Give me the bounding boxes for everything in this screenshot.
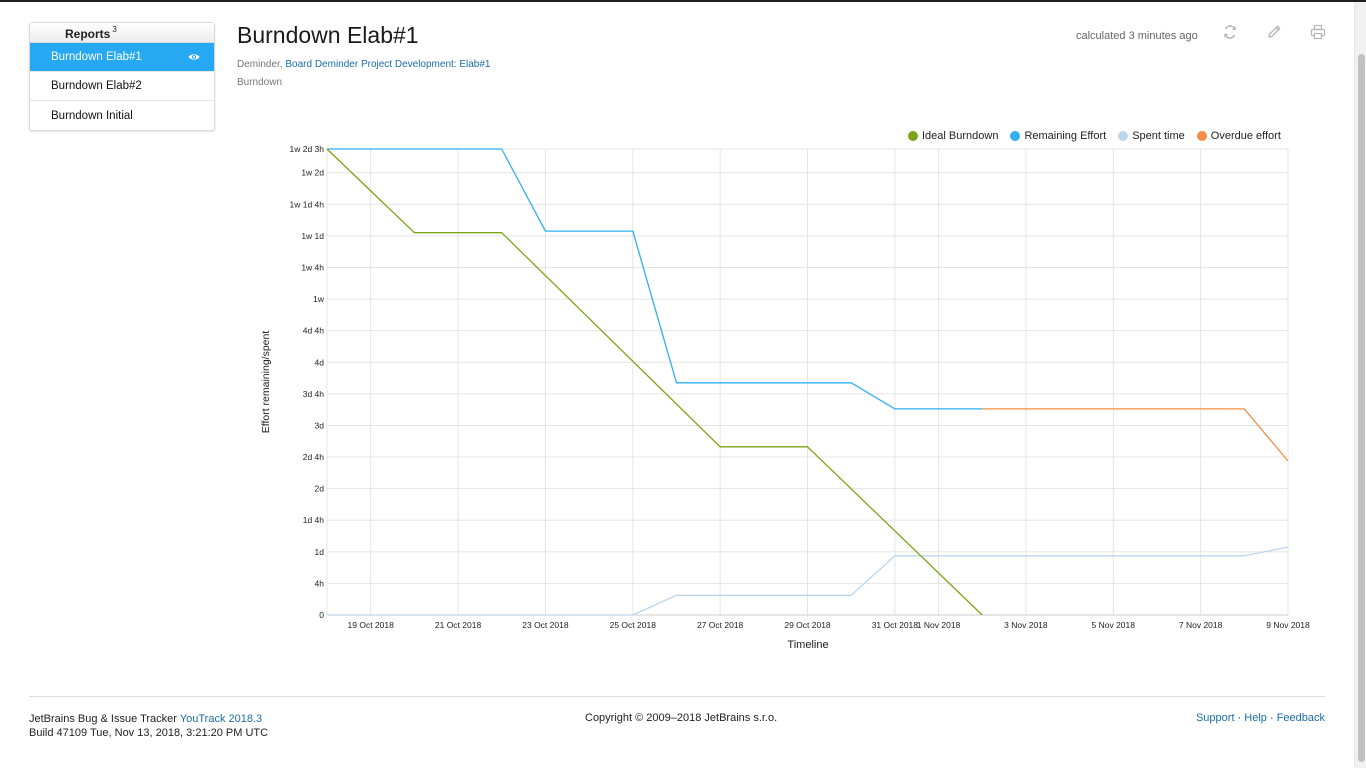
y-tick-label: 3d 4h	[303, 389, 325, 399]
chart-grid	[326, 148, 1289, 616]
y-tick-label: 3d	[315, 420, 325, 430]
x-tick-label: 1 Nov 2018	[917, 620, 961, 630]
y-tick-label: 4d 4h	[303, 326, 325, 336]
legend-dot	[1010, 131, 1021, 141]
pencil-icon[interactable]	[1266, 24, 1282, 40]
x-tick-label: 29 Oct 2018	[784, 620, 831, 630]
chart-series	[326, 148, 1289, 616]
y-tick-label: 1w 2d	[301, 168, 324, 178]
burndown-chart: 0 4h 1d 1d 4h 2d 2d 4h 3d 3d 4h 4d 4d 4h 1w 1w 4h 1w…	[260, 144, 1310, 651]
legend-label: Ideal Burndown	[922, 130, 999, 142]
feedback-link[interactable]: Feedback	[1276, 712, 1325, 724]
y-tick-label: 0	[319, 610, 324, 620]
footer-info: JetBrains Bug & Issue Tracker YouTrack 2…	[29, 712, 268, 740]
legend-label: Remaining Effort	[1024, 130, 1107, 142]
legend-label: Spent time	[1132, 130, 1185, 142]
build-info: Build 47109 Tue, Nov 13, 2018, 3:21:20 P…	[29, 727, 269, 739]
y-axis-ticks: 0 4h 1d 1d 4h 2d 2d 4h 3d 3d 4h 4d 4d 4h 1w 1w 4h 1w…	[290, 144, 325, 620]
footer-links: Support · Help · Feedback	[1195, 712, 1325, 724]
help-link[interactable]: Help	[1244, 712, 1267, 724]
x-tick-label: 19 Oct 2018	[348, 620, 395, 630]
y-tick-label: 1w 1d 4h	[290, 199, 325, 209]
reports-sidebar: Reports 3 Burndown Elab#1 Burndown Elab#2…	[29, 22, 215, 131]
y-tick-label: 1w 1d	[301, 231, 324, 241]
x-tick-label: 27 Oct 2018	[697, 620, 744, 630]
legend-item-ideal[interactable]: Ideal Burndown	[908, 130, 998, 142]
reports-header-title: Reports	[65, 27, 111, 41]
reports-header: Reports 3	[30, 23, 214, 43]
x-axis-ticks: 19 Oct 2018 21 Oct 2018 23 Oct 2018 25 Oct …	[348, 620, 1310, 630]
y-tick-label: 1d 4h	[303, 515, 325, 525]
sidebar-item-burndown-elab2[interactable]: Burndown Elab#2	[30, 72, 214, 101]
x-axis-label: Timeline	[787, 639, 828, 651]
calculated-status: calculated 3 minutes ago	[1076, 30, 1198, 42]
refresh-icon[interactable]	[1222, 24, 1238, 40]
series-remaining-effort	[327, 148, 983, 410]
sidebar-item-label: Burndown Elab#2	[51, 80, 142, 92]
product-link[interactable]: YouTrack 2018.3	[179, 713, 263, 725]
y-tick-label: 4d	[315, 357, 325, 367]
chart-legend: Ideal Burndown Remaining Effort Spent ti…	[908, 130, 1281, 142]
legend-item-remaining[interactable]: Remaining Effort	[1010, 130, 1106, 142]
x-tick-label: 23 Oct 2018	[522, 620, 569, 630]
y-tick-label: 2d	[315, 484, 325, 494]
board-link[interactable]: Board Deminder Project Development: Elab…	[285, 59, 491, 70]
y-tick-label: 4h	[315, 578, 325, 588]
x-tick-label: 9 Nov 2018	[1266, 620, 1310, 630]
scrollbar-thumb[interactable]	[1358, 54, 1365, 762]
support-link[interactable]: Support	[1195, 712, 1235, 724]
vertical-scrollbar[interactable]	[1354, 2, 1366, 768]
eye-icon[interactable]	[188, 53, 200, 61]
y-tick-label: 1w 2d 3h	[290, 144, 325, 154]
y-tick-label: 1d	[315, 547, 325, 557]
legend-dot	[1118, 131, 1129, 141]
x-tick-label: 25 Oct 2018	[610, 620, 657, 630]
sidebar-item-label: Burndown Initial	[51, 109, 133, 122]
legend-label: Overdue effort	[1210, 130, 1281, 142]
x-tick-label: 7 Nov 2018	[1179, 620, 1223, 630]
footer-divider	[29, 696, 1325, 697]
sidebar-item-label: Burndown Elab#1	[51, 51, 142, 63]
page-title: Burndown Elab#1	[237, 22, 419, 48]
copyright: Copyright © 2009–2018 JetBrains s.r.o.	[585, 712, 778, 724]
y-axis-label: Effort remaining/spent	[260, 331, 272, 434]
tracker-text: JetBrains Bug & Issue Tracker	[29, 713, 177, 725]
y-tick-label: 2d 4h	[303, 452, 325, 462]
report-scope: Deminder, Board Deminder Project Develop…	[237, 59, 491, 70]
reports-count-badge: 3	[112, 25, 117, 34]
series-ideal-burndown	[326, 148, 983, 616]
y-tick-label: 1w 4h	[301, 262, 324, 272]
x-tick-label: 3 Nov 2018	[1004, 620, 1048, 630]
report-type: Burndown	[237, 77, 283, 88]
series-spent-time	[327, 546, 1289, 616]
x-tick-label: 5 Nov 2018	[1092, 620, 1136, 630]
y-tick-label: 1w	[313, 294, 325, 304]
x-tick-label: 21 Oct 2018	[435, 620, 482, 630]
x-tick-label: 31 Oct 2018	[872, 620, 919, 630]
legend-dot	[1196, 131, 1207, 141]
series-overdue-effort	[982, 408, 1289, 462]
top-bar	[0, 0, 1366, 2]
printer-icon[interactable]	[1310, 24, 1326, 40]
sidebar-item-burndown-elab1[interactable]: Burndown Elab#1	[30, 43, 214, 72]
sidebar-item-burndown-initial[interactable]: Burndown Initial	[30, 101, 214, 130]
legend-item-spent[interactable]: Spent time	[1118, 130, 1185, 142]
legend-item-overdue[interactable]: Overdue effort	[1196, 130, 1281, 142]
legend-dot	[908, 131, 918, 141]
project-name: Deminder	[237, 59, 280, 70]
